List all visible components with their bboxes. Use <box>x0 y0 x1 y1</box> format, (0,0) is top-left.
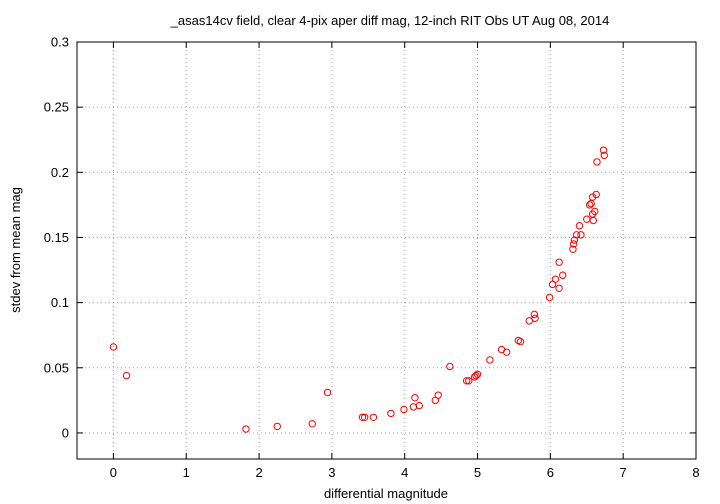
data-point <box>569 240 578 248</box>
x-tick-label: 0 <box>110 465 117 480</box>
x-tick-label: 1 <box>183 465 190 480</box>
data-point <box>531 314 539 322</box>
grid-lines <box>77 41 697 459</box>
data-point <box>472 371 480 380</box>
data-point <box>592 190 600 199</box>
data-point <box>369 413 378 421</box>
y-tick-label: 0.15 <box>44 230 69 245</box>
data-point <box>109 343 118 351</box>
data-point <box>591 207 599 216</box>
x-tick-label: 6 <box>547 465 554 480</box>
y-tick-label: 0 <box>62 425 69 440</box>
x-tick-label: 7 <box>620 465 627 480</box>
data-point <box>323 388 332 397</box>
y-tick-label: 0.05 <box>44 360 69 375</box>
y-tick-label: 0.1 <box>51 295 69 310</box>
data-point <box>411 394 419 402</box>
data-points <box>109 146 608 433</box>
data-point <box>555 284 563 292</box>
data-point <box>308 420 316 428</box>
data-point <box>569 245 577 253</box>
data-point <box>575 222 584 230</box>
data-point <box>387 409 395 418</box>
data-point <box>273 422 281 431</box>
data-point <box>555 258 563 266</box>
data-point <box>516 338 525 346</box>
data-point <box>486 356 494 364</box>
data-point <box>530 310 539 319</box>
y-tick-label: 0.2 <box>51 165 69 180</box>
data-point <box>589 216 598 225</box>
data-point <box>593 158 601 166</box>
tick-labels: 0 1 2 3 4 5 6 7 8 0 0.05 0.1 0.15 0.2 0.25 0.3 <box>44 35 700 481</box>
data-point <box>242 425 250 433</box>
data-point <box>599 146 608 154</box>
x-axis-label: differential magnitude <box>324 486 448 501</box>
data-point <box>502 348 511 356</box>
chart-title: _asas14cv field, clear 4-pix aper diff m… <box>170 13 610 28</box>
data-point <box>572 231 581 239</box>
data-point <box>415 401 423 410</box>
data-point <box>559 271 567 279</box>
data-point <box>465 377 473 385</box>
data-point <box>577 231 585 239</box>
data-point <box>473 370 482 378</box>
data-point <box>600 151 608 160</box>
axis-ticks <box>77 41 697 459</box>
data-point <box>434 391 442 399</box>
data-point <box>583 215 591 223</box>
x-tick-label: 2 <box>255 465 262 480</box>
data-point <box>446 362 454 371</box>
y-tick-label: 0.3 <box>51 35 69 50</box>
data-point <box>462 377 471 385</box>
data-point <box>360 413 369 421</box>
data-point <box>122 371 131 380</box>
x-tick-label: 4 <box>401 465 408 480</box>
data-point <box>358 413 367 421</box>
data-point <box>585 201 594 209</box>
x-tick-label: 5 <box>474 465 481 480</box>
x-tick-label: 8 <box>692 465 699 480</box>
x-tick-label: 3 <box>328 465 335 480</box>
y-axis-label: stdev from mean mag <box>8 187 23 313</box>
data-point <box>587 199 595 208</box>
data-point <box>551 275 560 283</box>
plot-frame <box>76 41 697 460</box>
data-point <box>409 403 418 411</box>
y-tick-label: 0.25 <box>44 100 69 115</box>
data-point <box>545 293 554 302</box>
data-point <box>400 405 408 414</box>
